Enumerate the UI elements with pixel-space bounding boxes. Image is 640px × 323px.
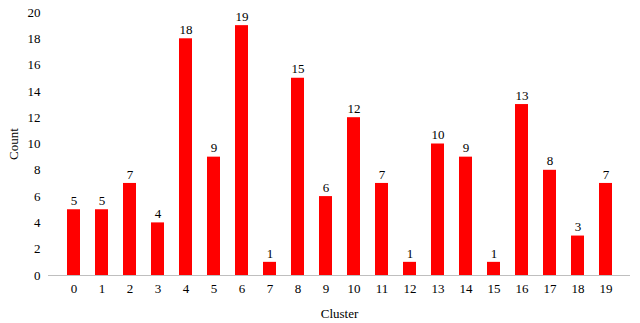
svg-text:4: 4 [155,206,162,221]
svg-text:16: 16 [516,281,530,296]
svg-text:1: 1 [407,246,414,261]
svg-text:10: 10 [432,127,445,142]
svg-text:8: 8 [34,162,41,177]
svg-text:Cluster: Cluster [321,306,359,321]
svg-text:13: 13 [432,281,445,296]
svg-text:9: 9 [211,140,218,155]
svg-text:13: 13 [516,88,529,103]
svg-text:1: 1 [99,281,106,296]
svg-text:5: 5 [71,193,78,208]
svg-text:12: 12 [404,281,417,296]
svg-text:1: 1 [267,246,274,261]
svg-text:5: 5 [211,281,218,296]
svg-text:1: 1 [491,246,498,261]
svg-text:18: 18 [28,31,41,46]
svg-text:7: 7 [267,281,274,296]
svg-text:6: 6 [34,189,41,204]
svg-text:10: 10 [348,281,361,296]
svg-text:3: 3 [155,281,162,296]
svg-text:2: 2 [34,241,41,256]
svg-text:14: 14 [460,281,474,296]
svg-text:9: 9 [463,140,470,155]
svg-text:19: 19 [600,281,613,296]
svg-text:8: 8 [295,281,302,296]
svg-text:4: 4 [183,281,190,296]
svg-text:16: 16 [28,57,42,72]
svg-text:15: 15 [292,61,305,76]
svg-text:12: 12 [348,101,361,116]
svg-text:6: 6 [323,180,330,195]
svg-text:11: 11 [376,281,389,296]
svg-text:7: 7 [127,167,134,182]
svg-text:0: 0 [71,281,78,296]
svg-text:6: 6 [239,281,246,296]
svg-text:14: 14 [28,84,42,99]
svg-text:7: 7 [379,167,386,182]
svg-text:0: 0 [34,268,41,283]
svg-text:5: 5 [99,193,106,208]
svg-text:3: 3 [575,219,582,234]
svg-text:4: 4 [34,215,41,230]
svg-text:20: 20 [28,5,41,20]
svg-text:2: 2 [127,281,134,296]
svg-text:Count: Count [6,128,21,160]
svg-text:10: 10 [28,136,41,151]
svg-text:9: 9 [323,281,330,296]
svg-text:8: 8 [547,153,554,168]
svg-text:18: 18 [180,22,193,37]
svg-text:18: 18 [572,281,585,296]
svg-text:19: 19 [236,9,249,24]
svg-text:15: 15 [488,281,501,296]
svg-text:12: 12 [28,110,41,125]
svg-text:7: 7 [603,167,610,182]
svg-text:17: 17 [544,281,558,296]
